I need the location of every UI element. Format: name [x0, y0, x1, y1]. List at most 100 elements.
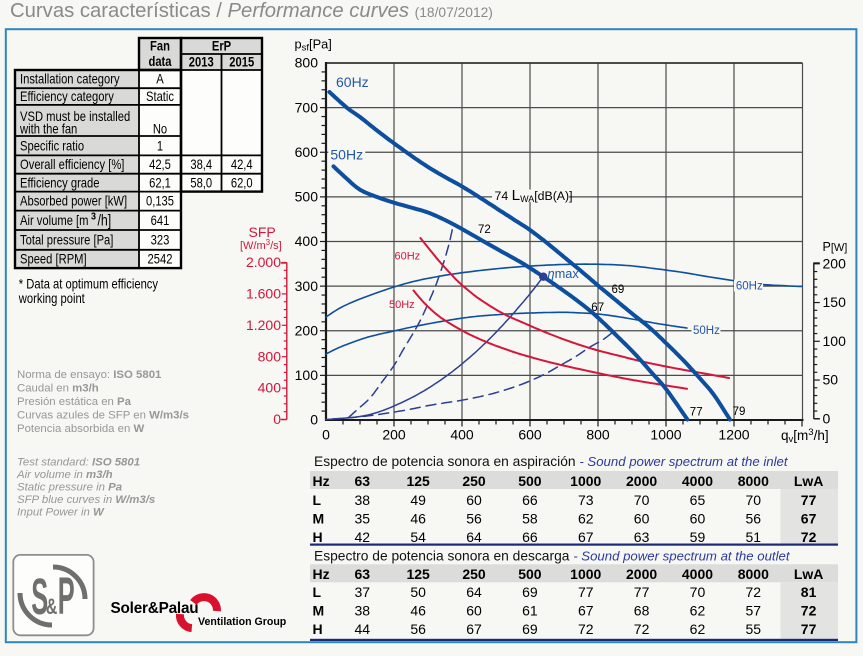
svg-text:37: 37	[355, 584, 371, 600]
svg-text:Caudal en m3/h: Caudal en m3/h	[17, 382, 99, 394]
svg-text:Potencia absorbida en W: Potencia absorbida en W	[17, 423, 145, 435]
svg-text:0: 0	[310, 412, 318, 428]
svg-text:67: 67	[466, 621, 482, 637]
svg-text:VSD must be installed: VSD must be installed	[20, 108, 130, 124]
svg-text:SFP: SFP	[249, 224, 276, 240]
svg-text:60Hz: 60Hz	[736, 280, 763, 292]
svg-text:200: 200	[382, 427, 406, 443]
svg-text:400: 400	[295, 233, 319, 249]
svg-text:50: 50	[410, 584, 426, 600]
svg-text:0: 0	[273, 411, 281, 427]
svg-text:psf[Pa]: psf[Pa]	[295, 37, 332, 54]
svg-text:57: 57	[746, 603, 762, 619]
svg-text:1000: 1000	[570, 473, 601, 489]
svg-text:74 LWA[dB(A)]: 74 LWA[dB(A)]	[495, 187, 573, 204]
svg-text:LwA: LwA	[794, 566, 824, 582]
svg-text:69: 69	[522, 621, 538, 637]
svg-text:58,0: 58,0	[190, 174, 212, 190]
svg-text:8000: 8000	[738, 473, 769, 489]
svg-text:72: 72	[801, 603, 817, 619]
svg-text:38: 38	[355, 492, 371, 508]
svg-text:59: 59	[690, 529, 706, 545]
svg-text:2013: 2013	[189, 54, 214, 70]
svg-text:600: 600	[518, 427, 542, 443]
svg-text:800: 800	[295, 55, 319, 71]
svg-text:H: H	[313, 621, 323, 637]
svg-text:56: 56	[466, 511, 482, 527]
svg-text:800: 800	[258, 348, 282, 364]
svg-text:8000: 8000	[738, 566, 769, 582]
svg-text:70: 70	[690, 584, 706, 600]
svg-text:Static: Static	[146, 88, 174, 104]
svg-text:56: 56	[410, 621, 426, 637]
svg-text:67: 67	[801, 511, 817, 527]
svg-text:300: 300	[295, 278, 319, 294]
svg-text:qv[m3/h]: qv[m3/h]	[781, 427, 829, 445]
svg-text:1: 1	[157, 137, 163, 153]
svg-text:49: 49	[410, 492, 426, 508]
svg-text:M: M	[313, 511, 325, 527]
svg-text:L: L	[313, 492, 322, 508]
svg-text:Espectro de potencia sonora en: Espectro de potencia sonora en aspiració…	[314, 454, 789, 469]
svg-text:P: P	[58, 565, 75, 625]
svg-text:38: 38	[355, 603, 371, 619]
svg-text:250: 250	[462, 473, 486, 489]
svg-text:M: M	[313, 603, 325, 619]
svg-text:Efficiency category: Efficiency category	[20, 88, 114, 104]
svg-text:56: 56	[746, 511, 762, 527]
svg-text:0: 0	[823, 410, 831, 426]
svg-text:60Hz: 60Hz	[395, 251, 421, 263]
svg-text:68: 68	[634, 603, 650, 619]
svg-text:77: 77	[801, 492, 817, 508]
svg-text:641: 641	[151, 212, 170, 228]
svg-text:500: 500	[518, 566, 542, 582]
svg-text:64: 64	[466, 529, 482, 545]
svg-text:62,0: 62,0	[231, 174, 253, 190]
svg-text:700: 700	[295, 99, 319, 115]
svg-text:Efficiency grade: Efficiency grade	[20, 174, 100, 190]
svg-text:66: 66	[522, 492, 538, 508]
svg-text:Overall efficiency [%]: Overall efficiency [%]	[20, 156, 124, 172]
svg-text:S: S	[31, 568, 48, 625]
svg-text:323: 323	[151, 232, 170, 248]
svg-text:72: 72	[578, 621, 594, 637]
svg-text:Static pressure in Pa: Static pressure in Pa	[17, 481, 122, 493]
svg-text:46: 46	[410, 511, 426, 527]
svg-text:35: 35	[355, 511, 371, 527]
svg-text:67: 67	[578, 603, 594, 619]
svg-text:69: 69	[522, 584, 538, 600]
svg-text:* Data at optimum efficiency: * Data at optimum efficiency	[19, 276, 158, 292]
svg-text:62,1: 62,1	[149, 174, 171, 190]
svg-text:38,4: 38,4	[190, 156, 212, 172]
svg-text:60: 60	[466, 603, 482, 619]
svg-text:1000: 1000	[570, 566, 601, 582]
svg-text:250: 250	[462, 566, 486, 582]
svg-text:50Hz: 50Hz	[389, 299, 415, 311]
svg-text:0: 0	[322, 427, 330, 443]
svg-text:[W/m3/s]: [W/m3/s]	[240, 238, 282, 252]
svg-text:800: 800	[586, 427, 610, 443]
svg-text:65: 65	[690, 492, 706, 508]
svg-text:60Hz: 60Hz	[336, 74, 369, 90]
svg-text:50Hz: 50Hz	[693, 325, 720, 337]
svg-text:/h]: /h]	[97, 212, 111, 229]
svg-text:70: 70	[634, 492, 650, 508]
svg-text:500: 500	[518, 473, 542, 489]
svg-text:62: 62	[690, 603, 706, 619]
svg-text:Speed [RPM]: Speed [RPM]	[20, 251, 87, 267]
svg-text:No: No	[153, 121, 167, 137]
svg-text:ηmax: ηmax	[548, 266, 580, 281]
svg-text:2015: 2015	[229, 54, 254, 70]
svg-text:67: 67	[591, 302, 604, 314]
svg-text:1.200: 1.200	[246, 317, 281, 333]
svg-text:63: 63	[355, 566, 371, 582]
svg-text:64: 64	[466, 584, 482, 600]
svg-text:200: 200	[295, 322, 319, 338]
svg-text:60: 60	[466, 492, 482, 508]
svg-text:63: 63	[355, 473, 371, 489]
svg-text:42,5: 42,5	[149, 156, 171, 172]
svg-text:42,4: 42,4	[231, 156, 253, 172]
svg-text:Absorbed power [kW]: Absorbed power [kW]	[20, 193, 127, 209]
svg-text:79: 79	[733, 406, 746, 418]
svg-text:data: data	[149, 53, 172, 69]
